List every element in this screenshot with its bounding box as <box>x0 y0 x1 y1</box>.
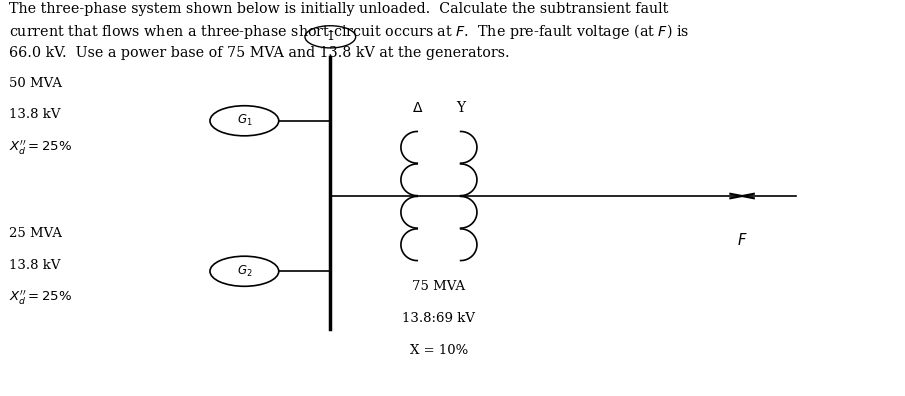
Text: The three-phase system shown below is initially unloaded.  Calculate the subtran: The three-phase system shown below is in… <box>9 2 690 60</box>
Text: 13.8:69 kV: 13.8:69 kV <box>403 312 475 325</box>
Text: $X_d'' = 25\%$: $X_d'' = 25\%$ <box>9 289 72 307</box>
Text: $\Delta$: $\Delta$ <box>412 101 423 115</box>
Text: $X_d'' = 25\%$: $X_d'' = 25\%$ <box>9 139 72 157</box>
Text: Y: Y <box>456 101 465 115</box>
Text: $G_1$: $G_1$ <box>236 113 252 128</box>
Text: 75 MVA: 75 MVA <box>413 280 465 293</box>
Text: X = 10%: X = 10% <box>410 344 468 357</box>
Text: $G_2$: $G_2$ <box>236 264 252 279</box>
Text: 1: 1 <box>327 30 334 43</box>
Text: 50 MVA: 50 MVA <box>9 77 62 89</box>
Text: 25 MVA: 25 MVA <box>9 227 62 240</box>
Text: 13.8 kV: 13.8 kV <box>9 259 61 272</box>
Text: $F$: $F$ <box>737 232 748 248</box>
Text: 13.8 kV: 13.8 kV <box>9 109 61 121</box>
